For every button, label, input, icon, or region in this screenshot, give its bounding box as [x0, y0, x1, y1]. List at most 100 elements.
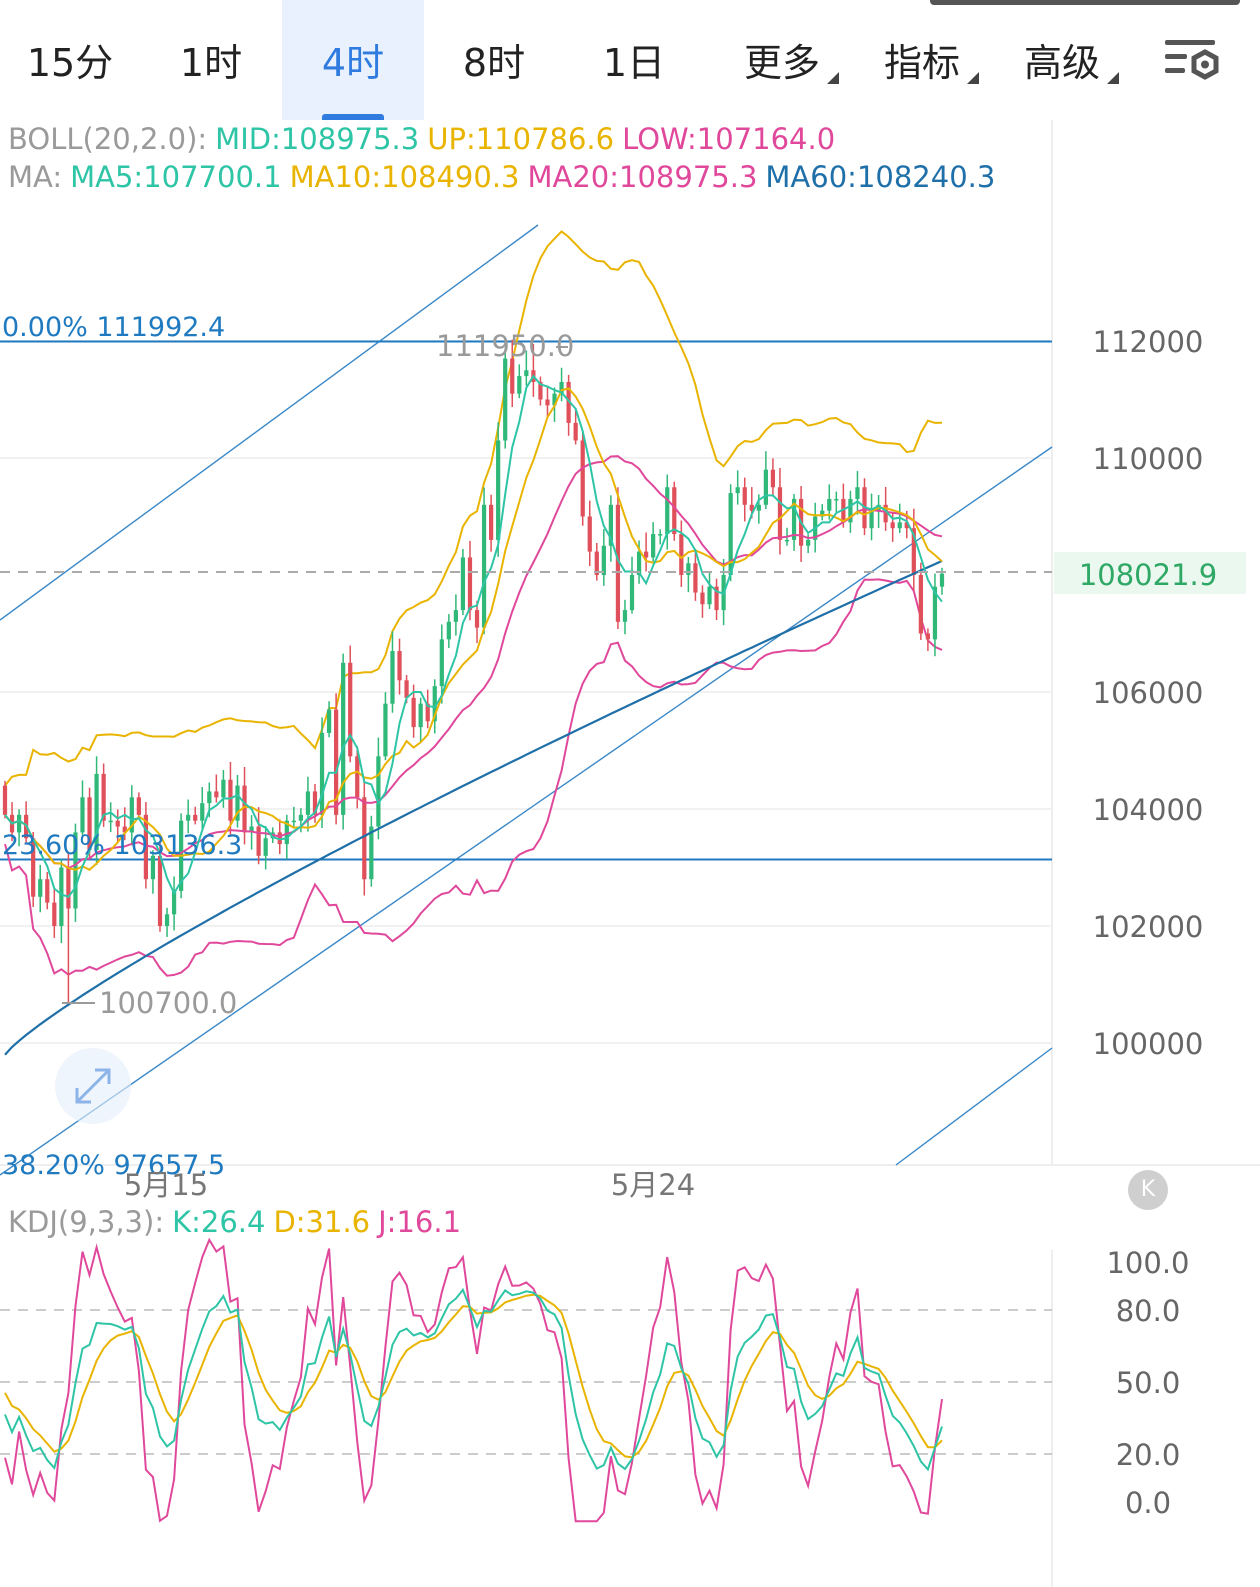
ma20-value: MA20:108975.3: [527, 160, 758, 194]
x-tick-label: 5月15: [124, 1168, 208, 1202]
candle-body: [594, 551, 599, 575]
candle-body: [348, 662, 353, 757]
candle-body: [651, 534, 656, 558]
candle-body: [207, 791, 212, 804]
candle-body: [404, 680, 409, 698]
candle-body: [841, 498, 846, 523]
dropdown-caret-icon: [1107, 72, 1119, 84]
candle-body: [552, 393, 557, 406]
candle-body: [31, 838, 36, 897]
candle-body: [573, 422, 578, 441]
ma60-value: MA60:108240.3: [765, 160, 996, 194]
tab-1h[interactable]: 1时: [179, 41, 243, 85]
fib-236-label: 23.60% 103136.3: [2, 830, 242, 861]
candle-body: [284, 820, 289, 845]
candle-body: [446, 621, 451, 640]
moving-averages: [4, 374, 943, 1056]
candle-body: [467, 557, 473, 611]
kline-toggle-button[interactable]: K: [1128, 1170, 1168, 1210]
kdj-d-value: D:31.6: [273, 1205, 371, 1239]
candle-body: [228, 779, 233, 821]
candle-body: [629, 575, 635, 611]
tab-more[interactable]: 更多: [712, 0, 852, 120]
candle-body: [249, 826, 254, 833]
dropdown-caret-icon: [967, 72, 979, 84]
candle-body: [834, 498, 839, 501]
kdj-k-line: [4, 1287, 943, 1472]
candle-body: [848, 498, 853, 523]
top-drag-handle[interactable]: [930, 0, 1240, 5]
candle-body: [312, 791, 318, 815]
candle-body: [517, 376, 522, 394]
candle-body: [925, 633, 931, 640]
candle-body: [587, 516, 592, 552]
tab-1d[interactable]: 1日: [602, 41, 666, 85]
bollinger-bands: [4, 230, 943, 977]
candle-body: [115, 820, 120, 827]
candle-body: [636, 551, 642, 575]
kdj-tick-label: 0.0: [1125, 1486, 1171, 1520]
price-tick-label: 104000: [1093, 793, 1204, 827]
candle-body: [157, 855, 163, 926]
price-axis-labels: 112000 110000 106000 104000 102000 100000: [1093, 325, 1204, 1061]
tab-8h[interactable]: 8时: [462, 41, 526, 85]
candle-body: [474, 610, 480, 628]
high-price-marker: 111950.0: [436, 329, 574, 363]
kdj-j-value: J:16.1: [378, 1205, 462, 1239]
kdj-tick-label: 50.0: [1116, 1366, 1181, 1400]
candle-body: [806, 539, 811, 546]
candle-body: [820, 510, 825, 517]
trend-channel: [0, 224, 1053, 1176]
candle-body: [488, 504, 494, 540]
candle-body: [897, 522, 902, 529]
expand-chart-button[interactable]: [55, 1048, 131, 1124]
candle-body: [94, 773, 99, 850]
kdj-chart[interactable]: 100.0 80.0 50.0 20.0 0.0: [0, 1210, 1260, 1587]
boll-mid-value: MID:108975.3: [215, 122, 420, 156]
candle-body: [791, 498, 797, 540]
candle-body: [150, 855, 156, 880]
candle-body: [918, 575, 923, 634]
candle-body: [453, 610, 459, 622]
kdj-d-line: [4, 1293, 943, 1459]
ma5-line: [4, 374, 943, 898]
candle-body: [503, 358, 508, 441]
candle-body: [136, 797, 141, 815]
candle-body: [52, 902, 57, 926]
boll-up-value: UP:110786.6: [427, 122, 615, 156]
tab-advanced[interactable]: 高级: [992, 0, 1132, 120]
ma-legend-name: MA:: [8, 160, 63, 194]
candle-body: [59, 867, 64, 926]
candle-body: [770, 469, 776, 488]
low-price-marker: 100700.0: [99, 986, 237, 1020]
candle-body: [622, 610, 628, 622]
candle-body: [326, 709, 332, 733]
candle-body: [369, 826, 374, 880]
candle-body: [693, 563, 698, 593]
candle-body: [200, 803, 205, 821]
ma-legend: MA: MA5:107700.1 MA10:108490.3 MA20:108975.…: [8, 160, 1003, 194]
candle-body: [714, 586, 719, 611]
candle-body: [580, 440, 585, 517]
price-tick-label: 110000: [1093, 442, 1204, 476]
candle-body: [319, 732, 325, 815]
tab-indicators[interactable]: 指标: [852, 0, 992, 120]
tab-15m[interactable]: 15分: [26, 41, 114, 85]
price-chart[interactable]: 112000 110000 106000 104000 102000 100000 0.0…: [0, 120, 1260, 1210]
candle-body: [932, 586, 938, 640]
candle-body: [439, 639, 444, 687]
boll-low-value: LOW:107164.0: [622, 122, 836, 156]
tab-4h[interactable]: 4时: [282, 0, 424, 120]
timeframe-tab-bar: 15分 1时 4时 8时 1日 更多 指标 高级: [0, 0, 1260, 120]
candle-body: [80, 797, 85, 833]
candle-body: [658, 534, 663, 536]
candle-body: [883, 504, 888, 523]
candle-body: [418, 703, 423, 728]
candle-body: [129, 797, 134, 833]
candle-body: [277, 832, 282, 845]
candle-body: [362, 797, 367, 880]
expand-arrows-icon: [75, 1068, 111, 1104]
chart-settings-icon[interactable]: [1165, 38, 1225, 88]
candle-body: [221, 779, 226, 798]
channel-line: [0, 224, 539, 621]
